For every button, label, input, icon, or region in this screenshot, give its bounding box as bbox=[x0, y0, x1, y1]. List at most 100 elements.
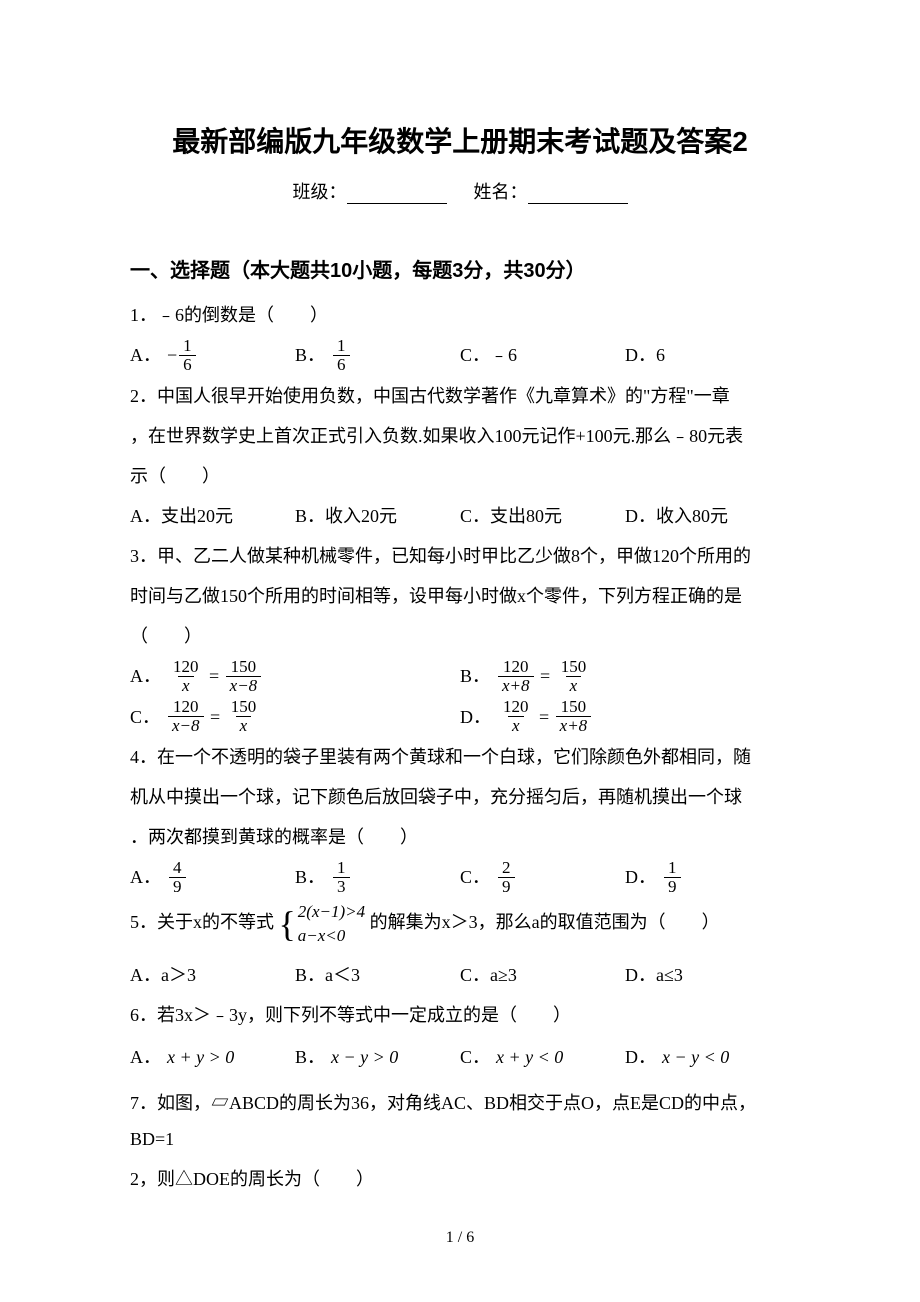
equals-sign: = bbox=[536, 658, 555, 694]
denominator: x−8 bbox=[226, 676, 262, 695]
q3-options-row2: C． 120x−8 = 150x D． 120x = 150x+8 bbox=[130, 698, 790, 735]
q2-option-b: B．收入20元 bbox=[295, 498, 460, 534]
q4-option-d: D． 19 bbox=[625, 859, 790, 896]
expr: x + y > 0 bbox=[167, 1039, 234, 1075]
denominator: x bbox=[566, 676, 582, 695]
document-title: 最新部编版九年级数学上册期末考试题及答案2 bbox=[130, 120, 790, 160]
opt-label: B． bbox=[460, 658, 490, 694]
equals-sign: = bbox=[205, 658, 224, 694]
q6-options: A． x + y > 0 B． x − y > 0 C． x + y < 0 D… bbox=[130, 1039, 790, 1075]
denominator: x−8 bbox=[168, 716, 204, 735]
q6-option-b: B． x − y > 0 bbox=[295, 1039, 460, 1075]
name-blank bbox=[528, 186, 628, 204]
q4-option-a: A． 49 bbox=[130, 859, 295, 896]
page-number: 1 / 6 bbox=[0, 1229, 920, 1247]
class-blank bbox=[347, 186, 447, 204]
question-2-line2: ，在世界数学史上首次正式引入负数.如果收入100元记作+100元.那么﹣80元表 bbox=[130, 418, 790, 454]
name-label: 姓名： bbox=[474, 182, 528, 202]
numerator: 150 bbox=[227, 658, 261, 676]
opt-label: D． bbox=[460, 699, 491, 735]
denominator: x bbox=[508, 716, 524, 735]
left-brace-icon: { bbox=[279, 906, 296, 942]
sys-line2: a−x<0 bbox=[298, 924, 365, 948]
q4-option-c: C． 29 bbox=[460, 859, 625, 896]
sys-line1: 2(x−1)>4 bbox=[298, 900, 365, 924]
q2-options: A．支出20元 B．收入20元 C．支出80元 D．收入80元 bbox=[130, 498, 790, 534]
question-3-line2: 时间与乙做150个所用的时间相等，设甲每小时做x个零件，下列方程正确的是 bbox=[130, 578, 790, 614]
denominator: x+8 bbox=[556, 716, 592, 735]
numerator: 1 bbox=[664, 859, 681, 877]
numerator: 1 bbox=[333, 337, 350, 355]
q4-options: A． 49 B． 13 C． 29 D． 19 bbox=[130, 859, 790, 896]
q3-option-a: A． 120x = 150x−8 bbox=[130, 658, 460, 695]
inequality-system: { 2(x−1)>4 a−x<0 bbox=[279, 900, 366, 948]
question-4-line1: 4．在一个不透明的袋子里装有两个黄球和一个白球，它们除颜色外都相同，随 bbox=[130, 739, 790, 775]
question-2-line1: 2．中国人很早开始使用负数，中国古代数学著作《九章算术》的"方程"一章 bbox=[130, 378, 790, 414]
opt-label: A． bbox=[130, 859, 161, 895]
question-2-line3: 示（ ） bbox=[130, 458, 790, 494]
q2-option-a: A．支出20元 bbox=[130, 498, 295, 534]
denominator: x+8 bbox=[498, 676, 534, 695]
q6-option-d: D． x − y < 0 bbox=[625, 1039, 790, 1075]
q1-option-d: D．6 bbox=[625, 337, 790, 374]
opt-label: C． bbox=[130, 699, 160, 735]
question-4-line2: 机从中摸出一个球，记下颜色后放回袋子中，充分摇匀后，再随机摸出一个球 bbox=[130, 779, 790, 815]
opt-label: A． bbox=[130, 337, 161, 373]
denominator: x bbox=[236, 716, 252, 735]
numerator: 150 bbox=[227, 698, 261, 716]
q1-option-b: B． 16 bbox=[295, 337, 460, 374]
numerator: 120 bbox=[169, 698, 203, 716]
opt-label: C． bbox=[460, 859, 490, 895]
denominator: 9 bbox=[664, 877, 681, 896]
expr: x + y < 0 bbox=[496, 1039, 563, 1075]
minus-sign: − bbox=[167, 337, 177, 373]
opt-label: D． bbox=[625, 1039, 656, 1075]
section-1-header: 一、选择题（本大题共10小题，每题3分，共30分） bbox=[130, 254, 790, 283]
q5-prefix: 5．关于x的不等式 bbox=[130, 912, 274, 932]
numerator: 1 bbox=[333, 859, 350, 877]
question-7-line2: 2，则△DOE的周长为（ ） bbox=[130, 1161, 790, 1197]
opt-label: B． bbox=[295, 337, 325, 373]
q2-option-d: D．收入80元 bbox=[625, 498, 790, 534]
q5-option-d: D．a≤3 bbox=[625, 957, 790, 993]
question-3-line3: （ ） bbox=[130, 618, 790, 654]
denominator: 9 bbox=[498, 877, 515, 896]
denominator: x bbox=[178, 676, 194, 695]
equals-sign: = bbox=[535, 699, 554, 735]
q3-option-b: B． 120x+8 = 150x bbox=[460, 658, 790, 695]
subtitle-row: 班级： 姓名： bbox=[130, 178, 790, 204]
q6-option-c: C． x + y < 0 bbox=[460, 1039, 625, 1075]
numerator: 120 bbox=[499, 658, 533, 676]
q5-options: A．a＞3 B．a＜3 C．a≥3 D．a≤3 bbox=[130, 957, 790, 993]
question-3-line1: 3．甲、乙二人做某种机械零件，已知每小时甲比乙少做8个，甲做120个所用的 bbox=[130, 538, 790, 574]
denominator: 6 bbox=[333, 355, 350, 374]
opt-label: C． bbox=[460, 1039, 490, 1075]
question-6: 6．若3x＞﹣3y，则下列不等式中一定成立的是（ ） bbox=[130, 997, 790, 1033]
q1-options: A． −16 B． 16 C．﹣6 D．6 bbox=[130, 337, 790, 374]
denominator: 9 bbox=[169, 877, 186, 896]
question-4-line3: ．两次都摸到黄球的概率是（ ） bbox=[130, 819, 790, 855]
numerator: 4 bbox=[169, 859, 186, 877]
q5-suffix: 的解集为x＞3，那么a的取值范围为（ ） bbox=[370, 912, 720, 932]
opt-label: D． bbox=[625, 859, 656, 895]
opt-label: B． bbox=[295, 859, 325, 895]
denominator: 3 bbox=[333, 877, 350, 896]
q5-option-b: B．a＜3 bbox=[295, 957, 460, 993]
q3-options-row1: A． 120x = 150x−8 B． 120x+8 = 150x bbox=[130, 658, 790, 695]
q4-option-b: B． 13 bbox=[295, 859, 460, 896]
q2-option-c: C．支出80元 bbox=[460, 498, 625, 534]
equals-sign: = bbox=[206, 699, 225, 735]
opt-label: B． bbox=[295, 1039, 325, 1075]
numerator: 150 bbox=[557, 658, 591, 676]
question-1: 1．﹣6的倒数是（ ） bbox=[130, 297, 790, 333]
numerator: 2 bbox=[498, 859, 515, 877]
q5-option-a: A．a＞3 bbox=[130, 957, 295, 993]
expr: x − y < 0 bbox=[662, 1039, 729, 1075]
question-5: 5．关于x的不等式 { 2(x−1)>4 a−x<0 的解集为x＞3，那么a的取… bbox=[130, 900, 790, 948]
opt-label: A． bbox=[130, 1039, 161, 1075]
class-label: 班级： bbox=[293, 182, 347, 202]
opt-label: A． bbox=[130, 658, 161, 694]
numerator: 1 bbox=[179, 337, 196, 355]
q3-option-d: D． 120x = 150x+8 bbox=[460, 698, 790, 735]
denominator: 6 bbox=[179, 355, 196, 374]
